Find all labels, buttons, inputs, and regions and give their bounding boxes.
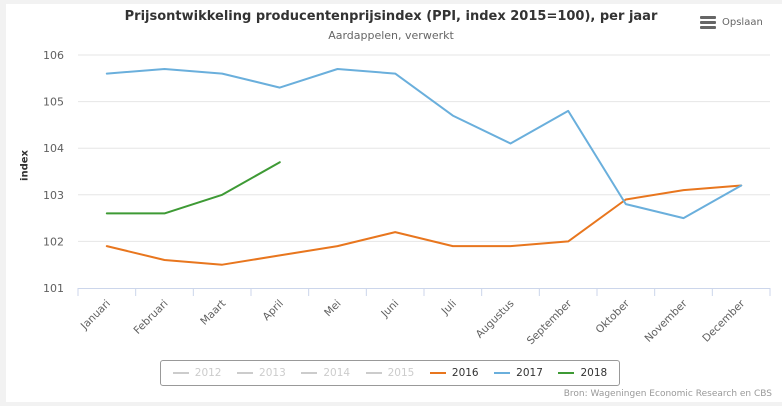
x-tick-label: Februari	[132, 298, 171, 337]
legend-swatch	[365, 372, 382, 374]
y-tick-label: 102	[43, 235, 64, 248]
x-tick-label: Juni	[378, 298, 401, 321]
legend-item-2012[interactable]: 2012	[172, 367, 222, 379]
y-tick-label: 105	[43, 96, 64, 109]
data-point-2016[interactable]	[219, 262, 225, 268]
menu-icon	[700, 16, 716, 29]
data-point-2017[interactable]	[508, 141, 514, 147]
legend-label: 2014	[323, 367, 351, 379]
data-point-2017[interactable]	[565, 108, 571, 114]
data-point-2017[interactable]	[738, 182, 744, 188]
legend-swatch	[237, 372, 254, 374]
legend-swatch	[558, 372, 575, 374]
data-point-2016[interactable]	[392, 229, 398, 235]
legend: 2012 2013 2014 2015 2016 2017 2018	[160, 360, 620, 386]
legend-swatch	[494, 372, 511, 374]
data-point-2016[interactable]	[104, 243, 110, 249]
legend-label: 2017	[516, 367, 543, 379]
legend-item-2018[interactable]: 2018	[558, 367, 607, 379]
x-tick-label: Januari	[78, 298, 113, 333]
data-point-2017[interactable]	[104, 71, 110, 77]
series-line-2018[interactable]	[105, 161, 281, 215]
data-point-2017[interactable]	[681, 215, 687, 221]
legend-item-2017[interactable]: 2017	[494, 367, 543, 379]
x-tick-label: November	[643, 297, 691, 345]
legend-item-2015[interactable]: 2015	[365, 367, 415, 379]
x-tick-label: Juli	[439, 298, 459, 318]
series-line-2017[interactable]	[105, 68, 743, 220]
y-tick-label: 104	[43, 142, 64, 155]
x-tick-label: Oktober	[594, 297, 633, 336]
data-point-2017[interactable]	[450, 113, 456, 119]
data-point-2017[interactable]	[277, 85, 283, 91]
data-point-2016[interactable]	[508, 243, 514, 249]
x-tick-label: December	[700, 297, 747, 344]
chart-subtitle: Aardappelen, verwerkt	[328, 29, 454, 42]
data-point-2018[interactable]	[162, 210, 168, 216]
legend-swatch	[429, 372, 446, 374]
data-point-2016[interactable]	[450, 243, 456, 249]
data-point-2018[interactable]	[104, 210, 110, 216]
legend-label: 2012	[194, 367, 222, 379]
x-tick-label: April	[260, 298, 285, 323]
legend-label: 2016	[451, 367, 479, 379]
x-tick-label: Augustus	[474, 298, 517, 341]
data-point-2017[interactable]	[623, 201, 629, 207]
legend-swatch	[301, 372, 318, 374]
series-line-2016[interactable]	[105, 184, 743, 266]
x-tick-label: September	[525, 297, 575, 347]
export-button[interactable]: Opslaan	[700, 16, 763, 29]
legend-item-2014[interactable]: 2014	[301, 367, 350, 379]
data-point-2016[interactable]	[681, 187, 687, 193]
data-point-2016[interactable]	[335, 243, 341, 249]
y-tick-label: 103	[43, 189, 64, 202]
legend-label: 2015	[387, 367, 415, 379]
legend-swatch	[172, 372, 189, 374]
plot-area: 101 102 103 104 105 106 Januari Februari Maart Ap…	[43, 49, 771, 347]
data-point-2017[interactable]	[162, 66, 168, 72]
data-point-2017[interactable]	[219, 71, 225, 77]
data-point-2018[interactable]	[277, 159, 283, 165]
legend-item-2016[interactable]: 2016	[429, 367, 479, 379]
x-tick-label: Mei	[322, 298, 344, 320]
legend-label: 2013	[259, 367, 286, 379]
data-point-2016[interactable]	[277, 252, 283, 258]
data-point-2017[interactable]	[392, 71, 398, 77]
data-point-2016[interactable]	[565, 238, 571, 244]
legend-label: 2018	[580, 367, 608, 379]
x-tick-label: Maart	[198, 298, 228, 328]
legend-item-2013[interactable]: 2013	[237, 367, 286, 379]
chart-title: Prijsontwikkeling producentenprijsindex …	[124, 9, 658, 24]
data-point-2016[interactable]	[162, 257, 168, 263]
data-point-2018[interactable]	[219, 192, 225, 198]
credits[interactable]: Bron: Wageningen Economic Research en CB…	[563, 389, 772, 399]
y-tick-label: 101	[43, 282, 64, 295]
y-tick-label: 106	[43, 49, 64, 62]
export-label: Opslaan	[722, 17, 763, 28]
data-point-2017[interactable]	[335, 66, 341, 72]
